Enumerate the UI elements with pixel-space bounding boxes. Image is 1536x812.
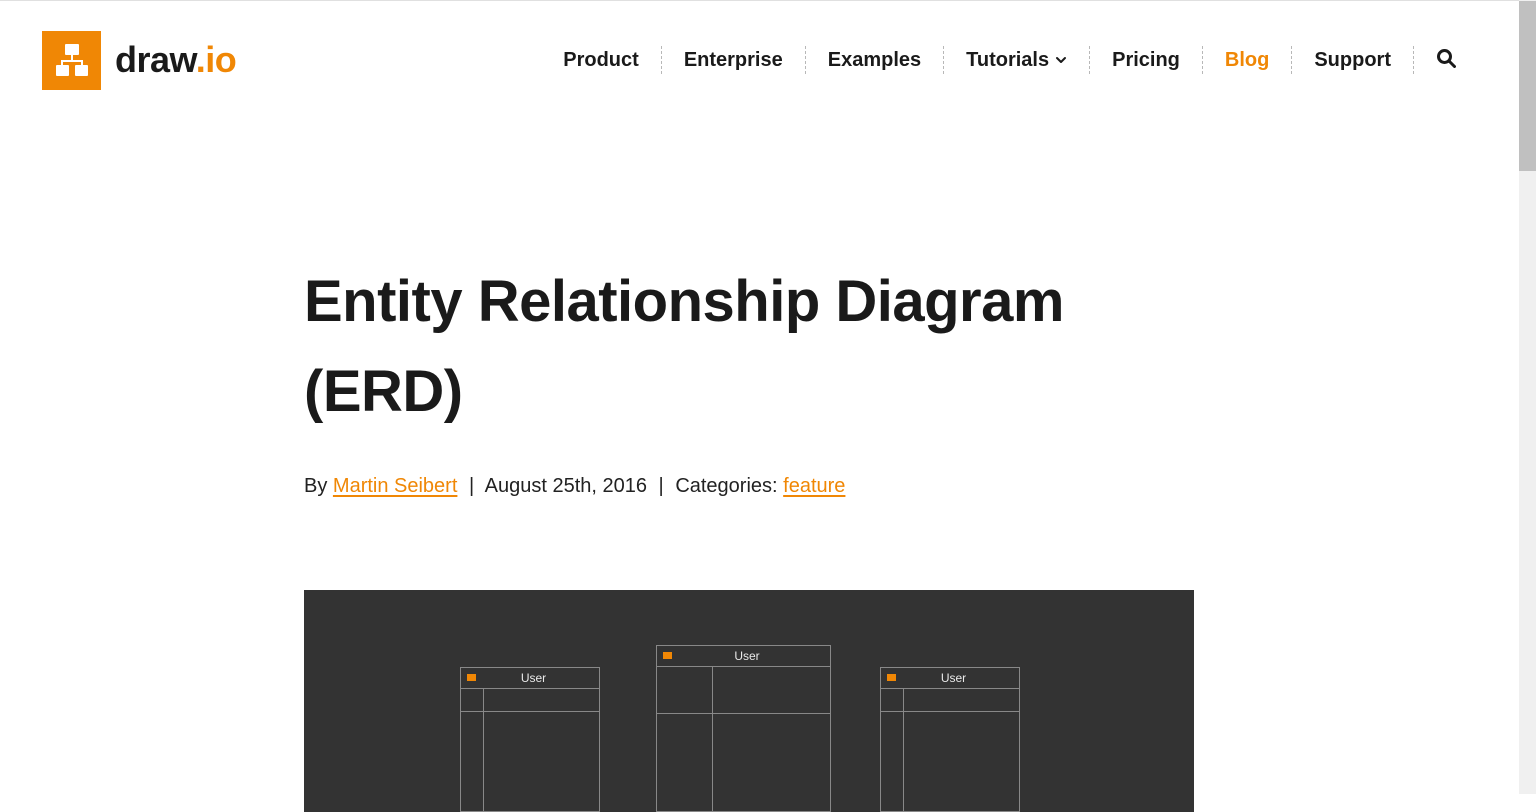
- article-title: Entity Relationship Diagram (ERD): [304, 257, 1194, 437]
- erd-entity-box: User: [880, 667, 1020, 812]
- erd-entity-box: User: [460, 667, 600, 812]
- entity-title: User: [482, 671, 599, 685]
- nav-product[interactable]: Product: [541, 46, 661, 74]
- nav-label: Tutorials: [966, 49, 1049, 72]
- nav-label: Blog: [1225, 49, 1269, 72]
- nav-label: Pricing: [1112, 49, 1180, 72]
- nav-label: Examples: [828, 49, 921, 72]
- nav-enterprise[interactable]: Enterprise: [662, 46, 805, 74]
- category-link[interactable]: feature: [783, 475, 845, 497]
- nav-label: Support: [1314, 49, 1391, 72]
- nav-examples[interactable]: Examples: [806, 46, 943, 74]
- by-label: By: [304, 475, 327, 497]
- site-header: draw.io Product Enterprise Examples Tuto…: [0, 1, 1498, 97]
- nav-tutorials[interactable]: Tutorials: [944, 46, 1089, 74]
- logo[interactable]: draw.io: [42, 31, 236, 90]
- hero-image: User User User: [304, 590, 1194, 812]
- search-button[interactable]: [1414, 48, 1456, 73]
- logo-text-right: .io: [196, 39, 237, 80]
- nav-label: Enterprise: [684, 49, 783, 72]
- categories-label: Categories:: [675, 475, 777, 497]
- erd-entity-box: User: [656, 645, 831, 812]
- nav-pricing[interactable]: Pricing: [1090, 46, 1202, 74]
- article-meta: By Martin Seibert | August 25th, 2016 | …: [304, 475, 1194, 498]
- entity-chip-icon: [467, 674, 476, 681]
- logo-icon: [42, 31, 101, 90]
- entity-chip-icon: [663, 652, 672, 659]
- meta-separator: |: [469, 475, 474, 497]
- article-date: August 25th, 2016: [485, 475, 647, 497]
- scrollbar-thumb[interactable]: [1519, 1, 1536, 171]
- meta-separator: |: [659, 475, 664, 497]
- chevron-down-icon: [1055, 49, 1067, 72]
- author-link[interactable]: Martin Seibert: [333, 475, 458, 497]
- nav-blog[interactable]: Blog: [1203, 46, 1291, 74]
- nav-support[interactable]: Support: [1292, 46, 1413, 74]
- logo-text-left: draw: [115, 39, 196, 80]
- article: Entity Relationship Diagram (ERD) By Mar…: [304, 257, 1194, 812]
- logo-text: draw.io: [115, 39, 236, 81]
- primary-nav: Product Enterprise Examples Tutorials Pr…: [541, 46, 1456, 74]
- search-icon: [1436, 48, 1456, 68]
- nav-label: Product: [563, 49, 639, 72]
- entity-chip-icon: [887, 674, 896, 681]
- entity-title: User: [902, 671, 1019, 685]
- entity-title: User: [678, 649, 830, 663]
